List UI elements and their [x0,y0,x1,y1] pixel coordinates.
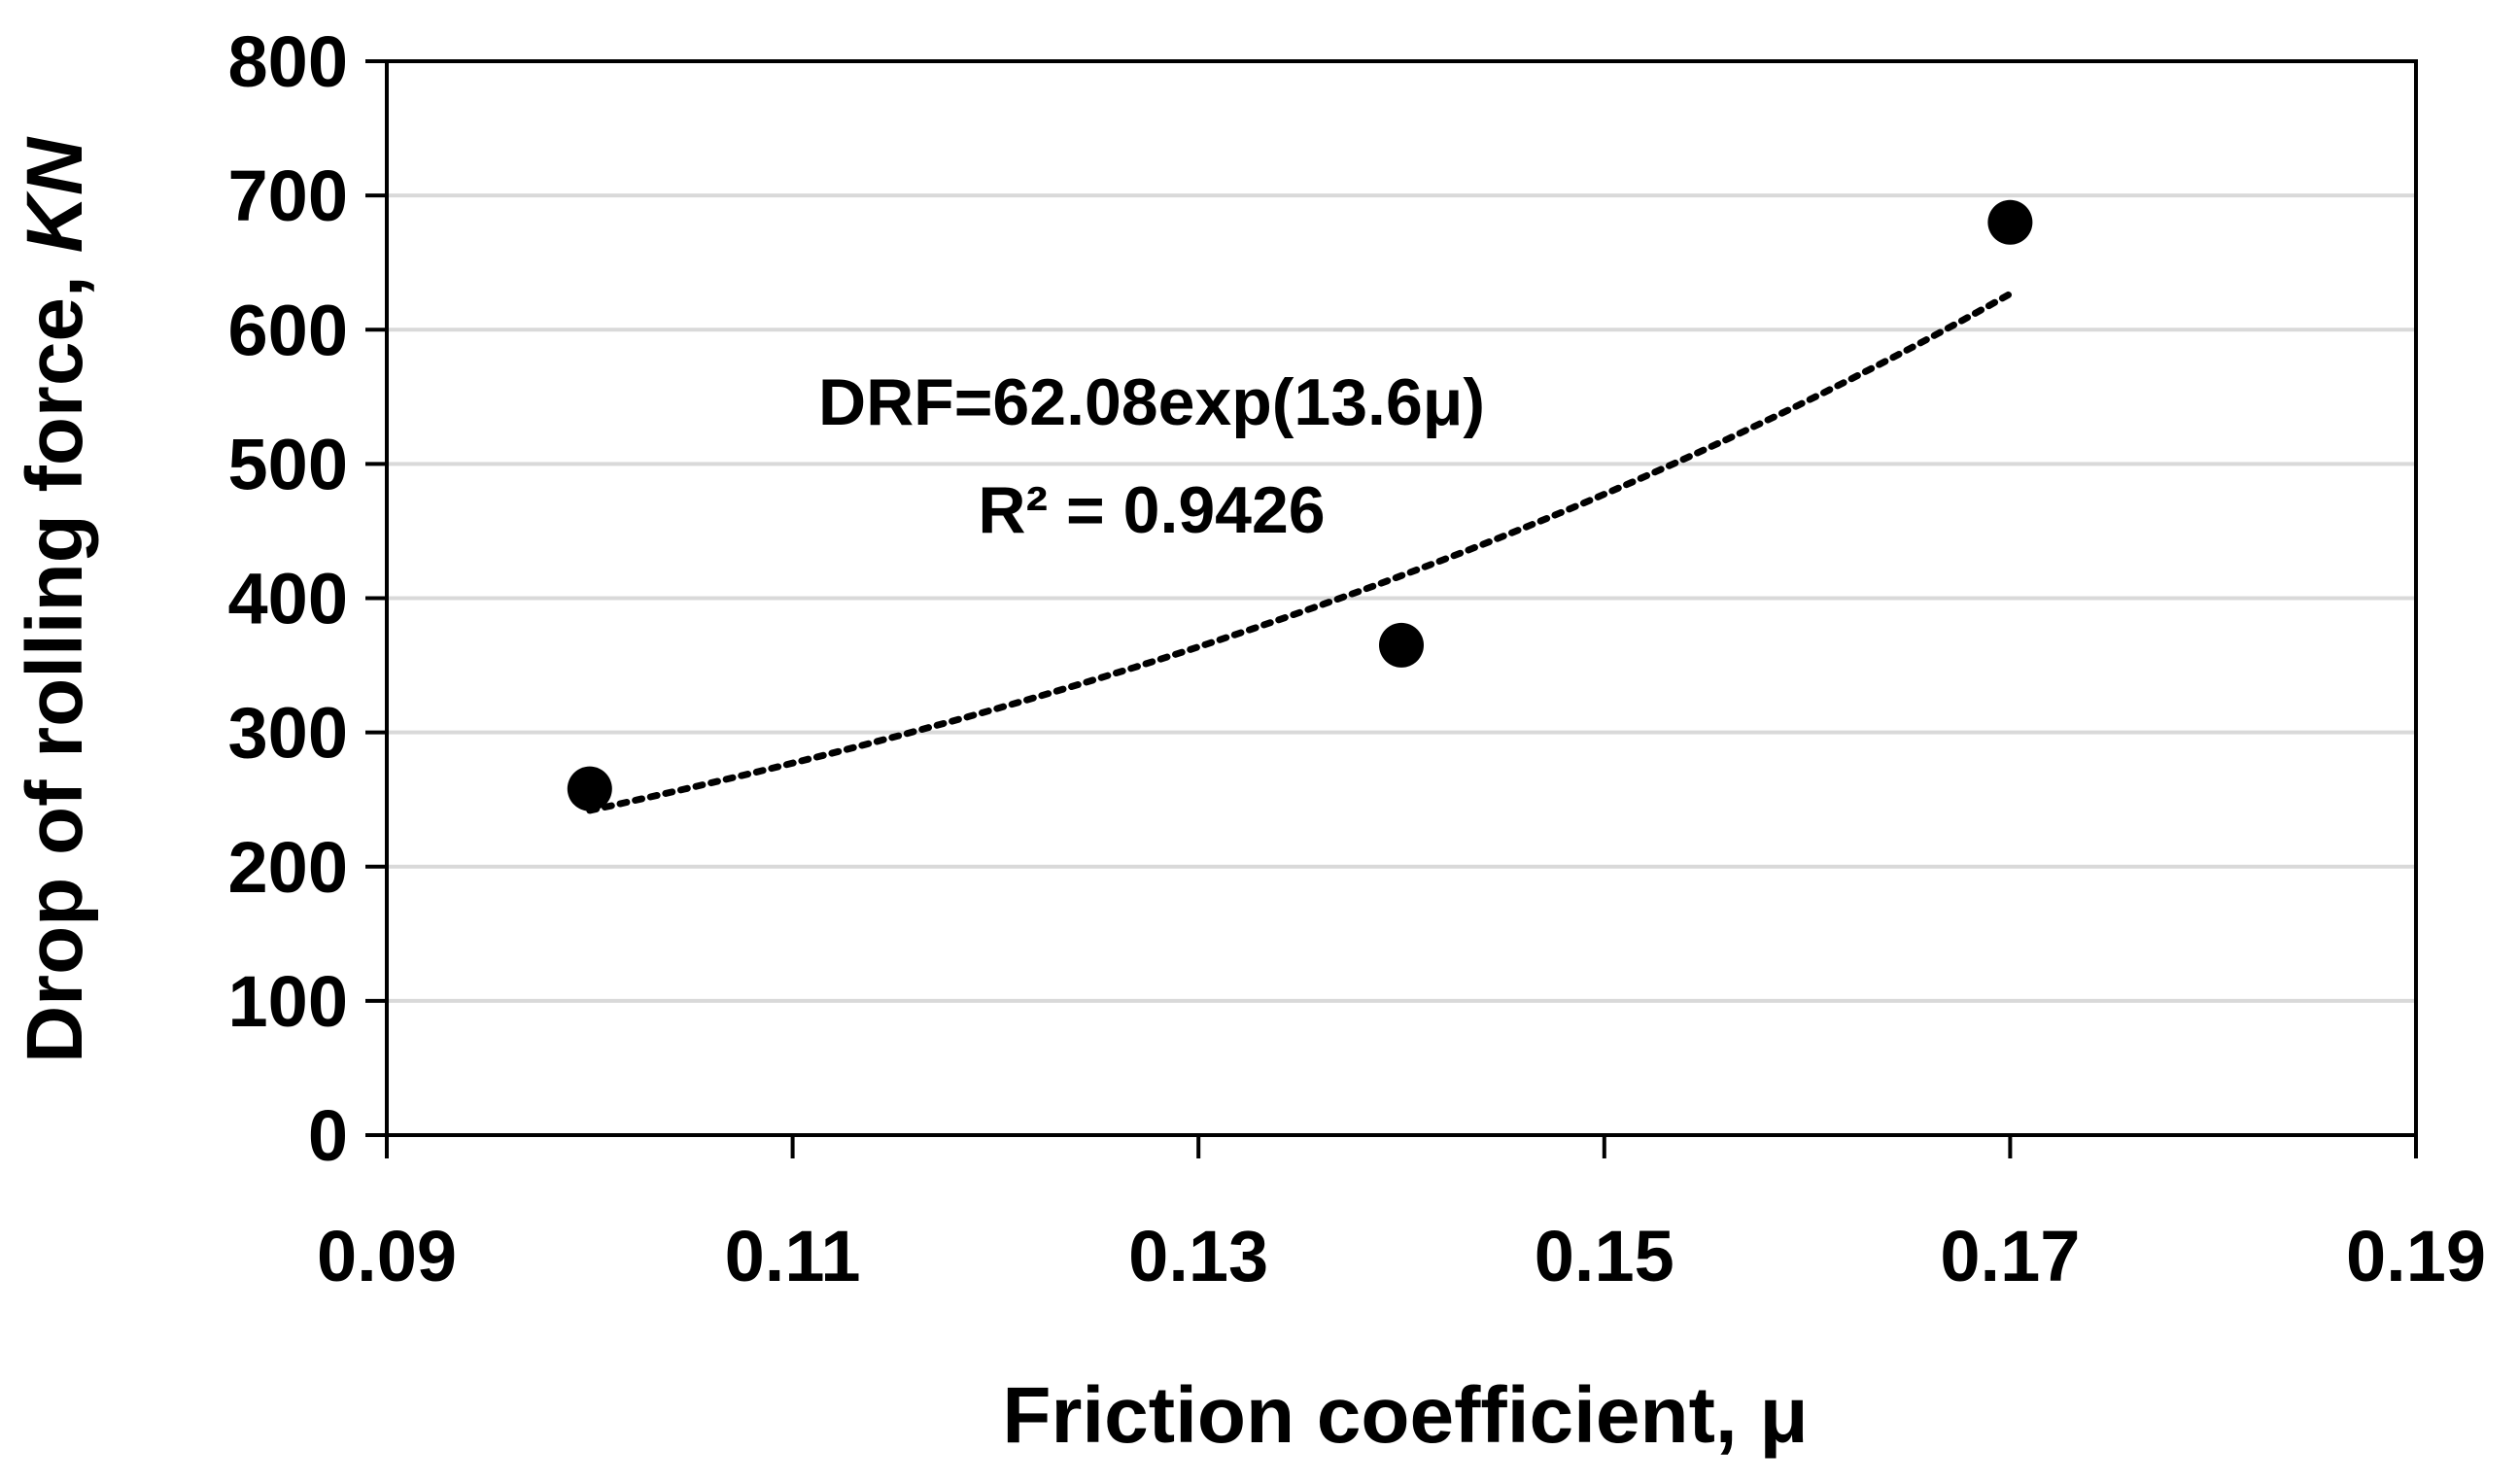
y-tick-label-700: 700 [228,155,348,236]
trendline-equation: DRF=62.08exp(13.6μ) [818,365,1485,439]
y-tick-label-300: 300 [228,693,348,774]
trendline-r-squared: R² = 0.9426 [978,473,1325,547]
y-tick-label-100: 100 [228,961,348,1042]
x-tick-label-0.15: 0.15 [1535,1216,1674,1296]
y-tick-label-0: 0 [308,1095,348,1176]
gridlines [365,59,2416,1137]
x-axis-tick-marks [385,1135,2418,1158]
plot-area-frame [385,59,2418,1137]
y-tick-label-600: 600 [228,290,348,370]
x-axis-tick-labels: 0.09 0.11 0.13 0.15 0.17 0.19 [317,1216,2486,1296]
trendline [586,290,2014,814]
y-axis-title: Drop of rolling force, KN [11,136,99,1063]
y-tick-label-800: 800 [228,21,348,102]
x-tick-label-0.19: 0.19 [2346,1216,2486,1296]
x-tick-label-0.13: 0.13 [1128,1216,1268,1296]
y-axis-tick-labels: 0 100 200 300 400 500 600 700 800 [228,21,348,1176]
data-point-1 [567,766,612,811]
y-tick-label-400: 400 [228,559,348,639]
data-points [567,199,2033,811]
x-tick-label-0.09: 0.09 [317,1216,457,1296]
data-point-2 [1379,622,1424,668]
y-tick-label-500: 500 [228,424,348,504]
data-point-3 [1987,199,2033,245]
x-tick-label-0.11: 0.11 [725,1216,861,1296]
y-tick-label-200: 200 [228,827,348,908]
x-axis-title: Friction coefficient, μ [1002,1371,1808,1460]
x-tick-label-0.17: 0.17 [1940,1216,2080,1296]
y-axis-title-main: Drop of rolling force, [11,253,99,1063]
y-axis-title-unit: KN [11,136,99,253]
